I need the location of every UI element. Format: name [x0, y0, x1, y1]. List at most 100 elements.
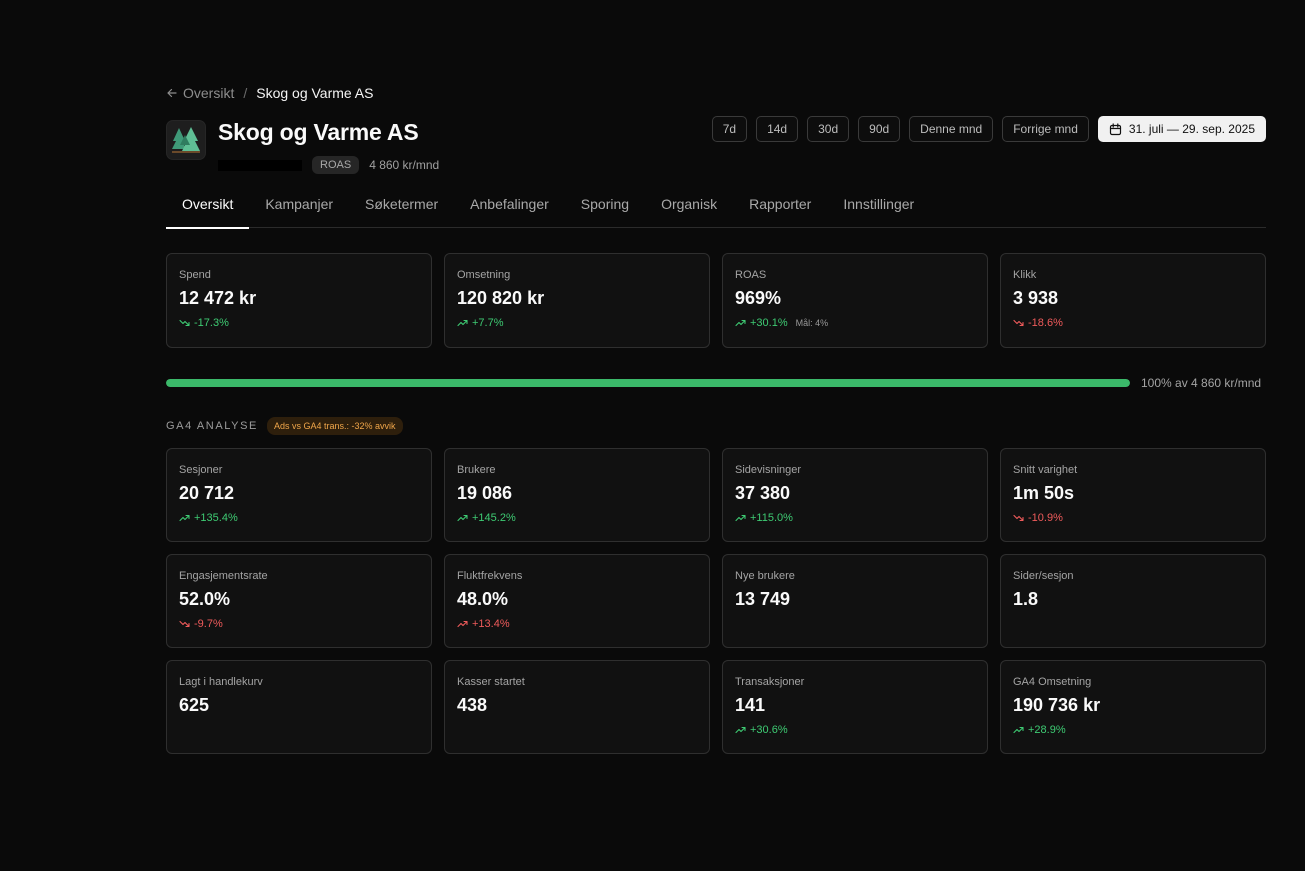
range-button-30d[interactable]: 30d: [807, 116, 850, 142]
breadcrumb-back-link[interactable]: Oversikt: [166, 85, 234, 101]
trend-up-icon: [735, 319, 746, 327]
progress-label: 100% av 4 860 kr/mnd: [1141, 376, 1262, 390]
ga4-delta: -9.7%: [179, 617, 419, 631]
kpi-card-omsetning: Omsetning 120 820 kr +7.7%: [444, 253, 710, 348]
kpi-value: 12 472 kr: [179, 288, 257, 308]
ga4-card-sesjoner: Sesjoner 20 712 +135.4%: [166, 448, 432, 542]
trend-up-icon: [457, 620, 468, 628]
ga4-delta: +30.6%: [735, 723, 975, 737]
kpi-label: ROAS: [735, 269, 767, 281]
roas-goal: Mål: 4%: [795, 318, 829, 328]
trend-up-icon: [735, 514, 746, 522]
ga4-delta-value: +145.2%: [472, 512, 516, 524]
tab-sporing[interactable]: Sporing: [580, 196, 630, 212]
ga4-delta-value: +115.0%: [750, 512, 793, 524]
ga4-delta-value: +13.4%: [472, 618, 510, 630]
ga4-label: Brukere: [457, 464, 496, 476]
kpi-delta: +30.1% Mål: 4%: [735, 316, 975, 330]
ga4-card-sider-sesjon: Sider/sesjon 1.8: [1000, 554, 1266, 648]
range-button-90d[interactable]: 90d: [858, 116, 901, 142]
ga4-value: 48.0%: [457, 589, 509, 609]
tab-oversikt[interactable]: Oversikt: [166, 192, 250, 229]
trend-up-icon: [735, 726, 746, 734]
tab-soketermer[interactable]: Søketermer: [365, 196, 439, 212]
date-picker-button[interactable]: 31. juli — 29. sep. 2025: [1097, 116, 1266, 142]
ga4-delta: +145.2%: [457, 511, 697, 525]
kpi-grid: Spend 12 472 kr -17.3% Omsetning 120 820…: [166, 253, 1266, 348]
ga4-card-transaksjoner: Transaksjoner 141 +30.6%: [722, 660, 988, 754]
breadcrumb-separator: /: [243, 85, 248, 101]
kpi-label: Omsetning: [457, 269, 511, 281]
kpi-value: 3 938: [1013, 288, 1059, 308]
kpi-delta-value: +30.1%: [750, 317, 788, 329]
breadcrumb: Oversikt / Skog og Varme AS: [166, 84, 1266, 102]
ga4-value: 20 712: [179, 483, 235, 503]
ga4-discrepancy-badge: Ads vs GA4 trans.: -32% avvik: [267, 417, 403, 435]
tab-bar: Oversikt Kampanjer Søketermer Anbefaling…: [166, 192, 1266, 229]
ga4-card-snitt-varighet: Snitt varighet 1m 50s -10.9%: [1000, 448, 1266, 542]
ga4-value: 190 736 kr: [1013, 695, 1101, 715]
ga4-label: Nye brukere: [735, 570, 795, 582]
kpi-label: Klikk: [1013, 269, 1037, 281]
arrow-left-icon: [167, 88, 177, 98]
breadcrumb-current: Skog og Varme AS: [256, 85, 374, 101]
breadcrumb-back-label: Oversikt: [183, 85, 235, 101]
range-button-7d[interactable]: 7d: [711, 116, 748, 142]
ga4-value: 1m 50s: [1013, 483, 1075, 503]
client-header: Skog og Varme AS ROAS 4 860 kr/mnd 7d 14…: [166, 116, 1266, 177]
kpi-value: 969%: [735, 288, 782, 308]
tab-kampanjer[interactable]: Kampanjer: [265, 196, 334, 212]
ga4-delta: +13.4%: [457, 617, 697, 631]
ga4-value: 1.8: [1013, 589, 1039, 609]
strategy-badge: ROAS: [312, 156, 360, 174]
ga4-value: 19 086: [457, 483, 513, 503]
ga4-label: Engasjementsrate: [179, 570, 268, 582]
kpi-card-roas: ROAS 969% +30.1% Mål: 4%: [722, 253, 988, 348]
page-title: Skog og Varme AS: [218, 119, 419, 145]
ga4-value: 52.0%: [179, 589, 231, 609]
range-button-last-month[interactable]: Forrige mnd: [1002, 116, 1089, 142]
page: Oversikt / Skog og Varme AS Skog og Varm…: [166, 84, 1266, 754]
ga4-delta: -10.9%: [1013, 511, 1253, 525]
date-picker-label: 31. juli — 29. sep. 2025: [1128, 122, 1255, 136]
trend-up-icon: [457, 319, 468, 327]
kpi-label: Spend: [179, 269, 211, 281]
tab-anbefalinger[interactable]: Anbefalinger: [470, 196, 549, 212]
kpi-delta: -18.6%: [1013, 316, 1253, 330]
ga4-card-nye-brukere: Nye brukere 13 749: [722, 554, 988, 648]
ga4-label: Lagt i handlekurv: [179, 676, 263, 688]
progress-fill: [166, 379, 1130, 387]
kpi-card-klikk: Klikk 3 938 -18.6%: [1000, 253, 1266, 348]
ga4-value: 141: [735, 695, 766, 715]
ga4-label: Fluktfrekvens: [457, 570, 523, 582]
date-range-selector: 7d 14d 30d 90d Denne mnd Forrige mnd 31.…: [711, 116, 1266, 142]
redacted-block: [218, 159, 302, 171]
monthly-budget: 4 860 kr/mnd: [369, 158, 440, 172]
range-button-this-month[interactable]: Denne mnd: [909, 116, 994, 142]
ga4-title: GA4 ANALYSE: [166, 420, 258, 432]
ga4-grid: Sesjoner 20 712 +135.4% Brukere 19 086 +…: [166, 448, 1266, 754]
ga4-card-engasjementsrate: Engasjementsrate 52.0% -9.7%: [166, 554, 432, 648]
client-logo: [166, 120, 206, 160]
tab-innstillinger[interactable]: Innstillinger: [843, 196, 915, 212]
trend-down-icon: [179, 620, 190, 628]
ga4-value: 37 380: [735, 483, 791, 503]
tab-rapporter[interactable]: Rapporter: [749, 196, 812, 212]
ga4-value: 13 749: [735, 589, 791, 609]
kpi-delta: -17.3%: [179, 316, 419, 330]
ga4-delta: +28.9%: [1013, 723, 1253, 737]
calendar-icon: [1109, 122, 1122, 135]
trend-down-icon: [1013, 319, 1024, 327]
trend-up-icon: [179, 514, 190, 522]
ga4-delta-value: +28.9%: [1028, 724, 1066, 736]
range-button-14d[interactable]: 14d: [756, 116, 799, 142]
ga4-value: 438: [457, 695, 488, 715]
ga4-delta-value: +30.6%: [750, 724, 788, 736]
kpi-value: 120 820 kr: [457, 288, 545, 308]
tab-organisk[interactable]: Organisk: [661, 196, 718, 212]
ga4-card-brukere: Brukere 19 086 +145.2%: [444, 448, 710, 542]
ga4-delta: +135.4%: [179, 511, 419, 525]
ga4-delta-value: +135.4%: [194, 512, 238, 524]
kpi-delta-value: +7.7%: [472, 317, 504, 329]
kpi-delta-value: -17.3%: [194, 317, 229, 329]
